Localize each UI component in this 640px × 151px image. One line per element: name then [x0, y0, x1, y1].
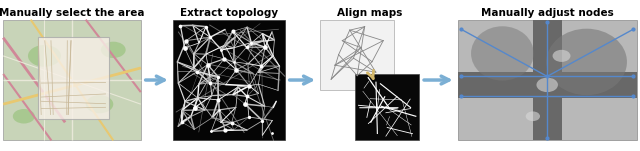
Ellipse shape [525, 111, 540, 121]
Ellipse shape [28, 45, 61, 67]
Bar [458, 20, 637, 140]
Bar [533, 20, 561, 140]
Text: Manually adjust nodes: Manually adjust nodes [481, 8, 614, 18]
Text: Manually select the area: Manually select the area [0, 8, 145, 18]
Bar [320, 20, 394, 90]
Bar [355, 74, 419, 140]
Ellipse shape [86, 95, 113, 113]
Ellipse shape [101, 42, 125, 58]
Bar [173, 20, 285, 140]
Ellipse shape [536, 78, 558, 92]
Text: Extract topology: Extract topology [180, 8, 278, 18]
Ellipse shape [552, 50, 570, 62]
Bar [3, 20, 141, 140]
Bar [38, 37, 109, 119]
Ellipse shape [471, 26, 534, 81]
Bar [458, 72, 637, 98]
Text: Align maps: Align maps [337, 8, 403, 18]
Ellipse shape [547, 29, 627, 95]
Ellipse shape [13, 109, 35, 124]
